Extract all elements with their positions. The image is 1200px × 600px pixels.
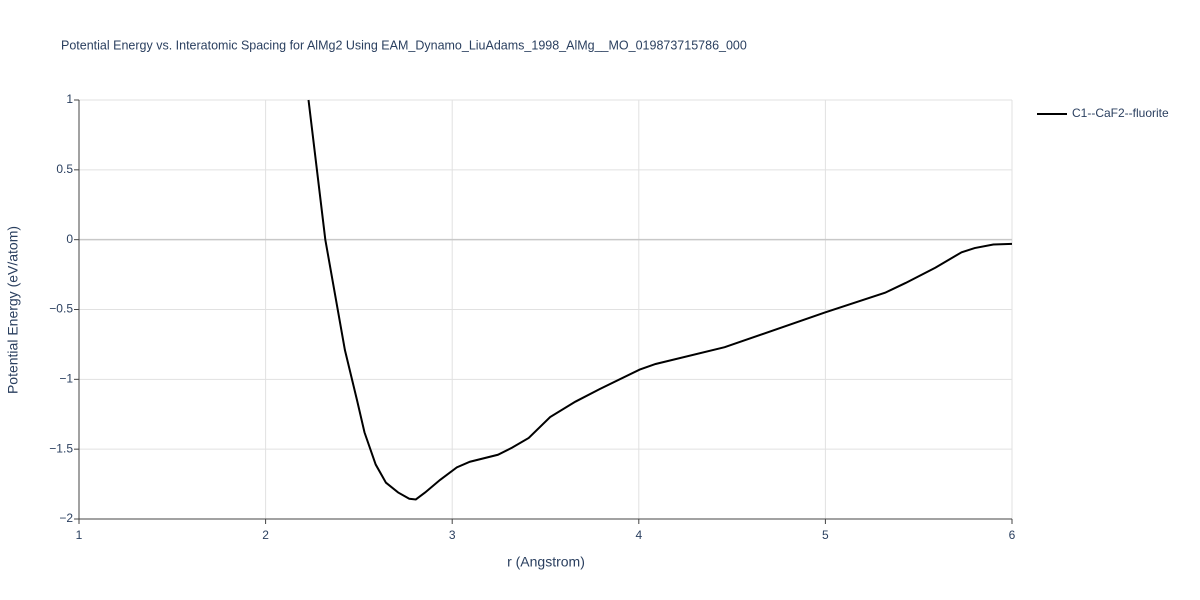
- y-tick-label: 1: [66, 92, 73, 106]
- y-tick-label: −2: [59, 511, 73, 525]
- chart-title: Potential Energy vs. Interatomic Spacing…: [61, 38, 747, 52]
- x-axis-label: r (Angstrom): [507, 554, 585, 570]
- y-tick-label: 0.5: [56, 162, 73, 176]
- line-series: [307, 99, 1012, 501]
- x-tick-label: 1: [76, 528, 83, 542]
- x-tick-label: 5: [822, 528, 829, 542]
- y-tick-label: −0.5: [49, 302, 73, 316]
- x-tick-label: 4: [635, 528, 642, 542]
- x-tick-label: 6: [1009, 528, 1016, 542]
- y-axis-label: Potential Energy (eV/atom): [5, 226, 21, 394]
- x-tick-label: 3: [449, 528, 456, 542]
- y-tick-label: 0: [66, 232, 73, 246]
- legend-label: C1--CaF2--fluorite: [1072, 106, 1169, 120]
- x-tick-label: 2: [262, 528, 269, 542]
- y-tick-label: −1: [59, 372, 73, 386]
- y-tick-label: −1.5: [49, 441, 73, 455]
